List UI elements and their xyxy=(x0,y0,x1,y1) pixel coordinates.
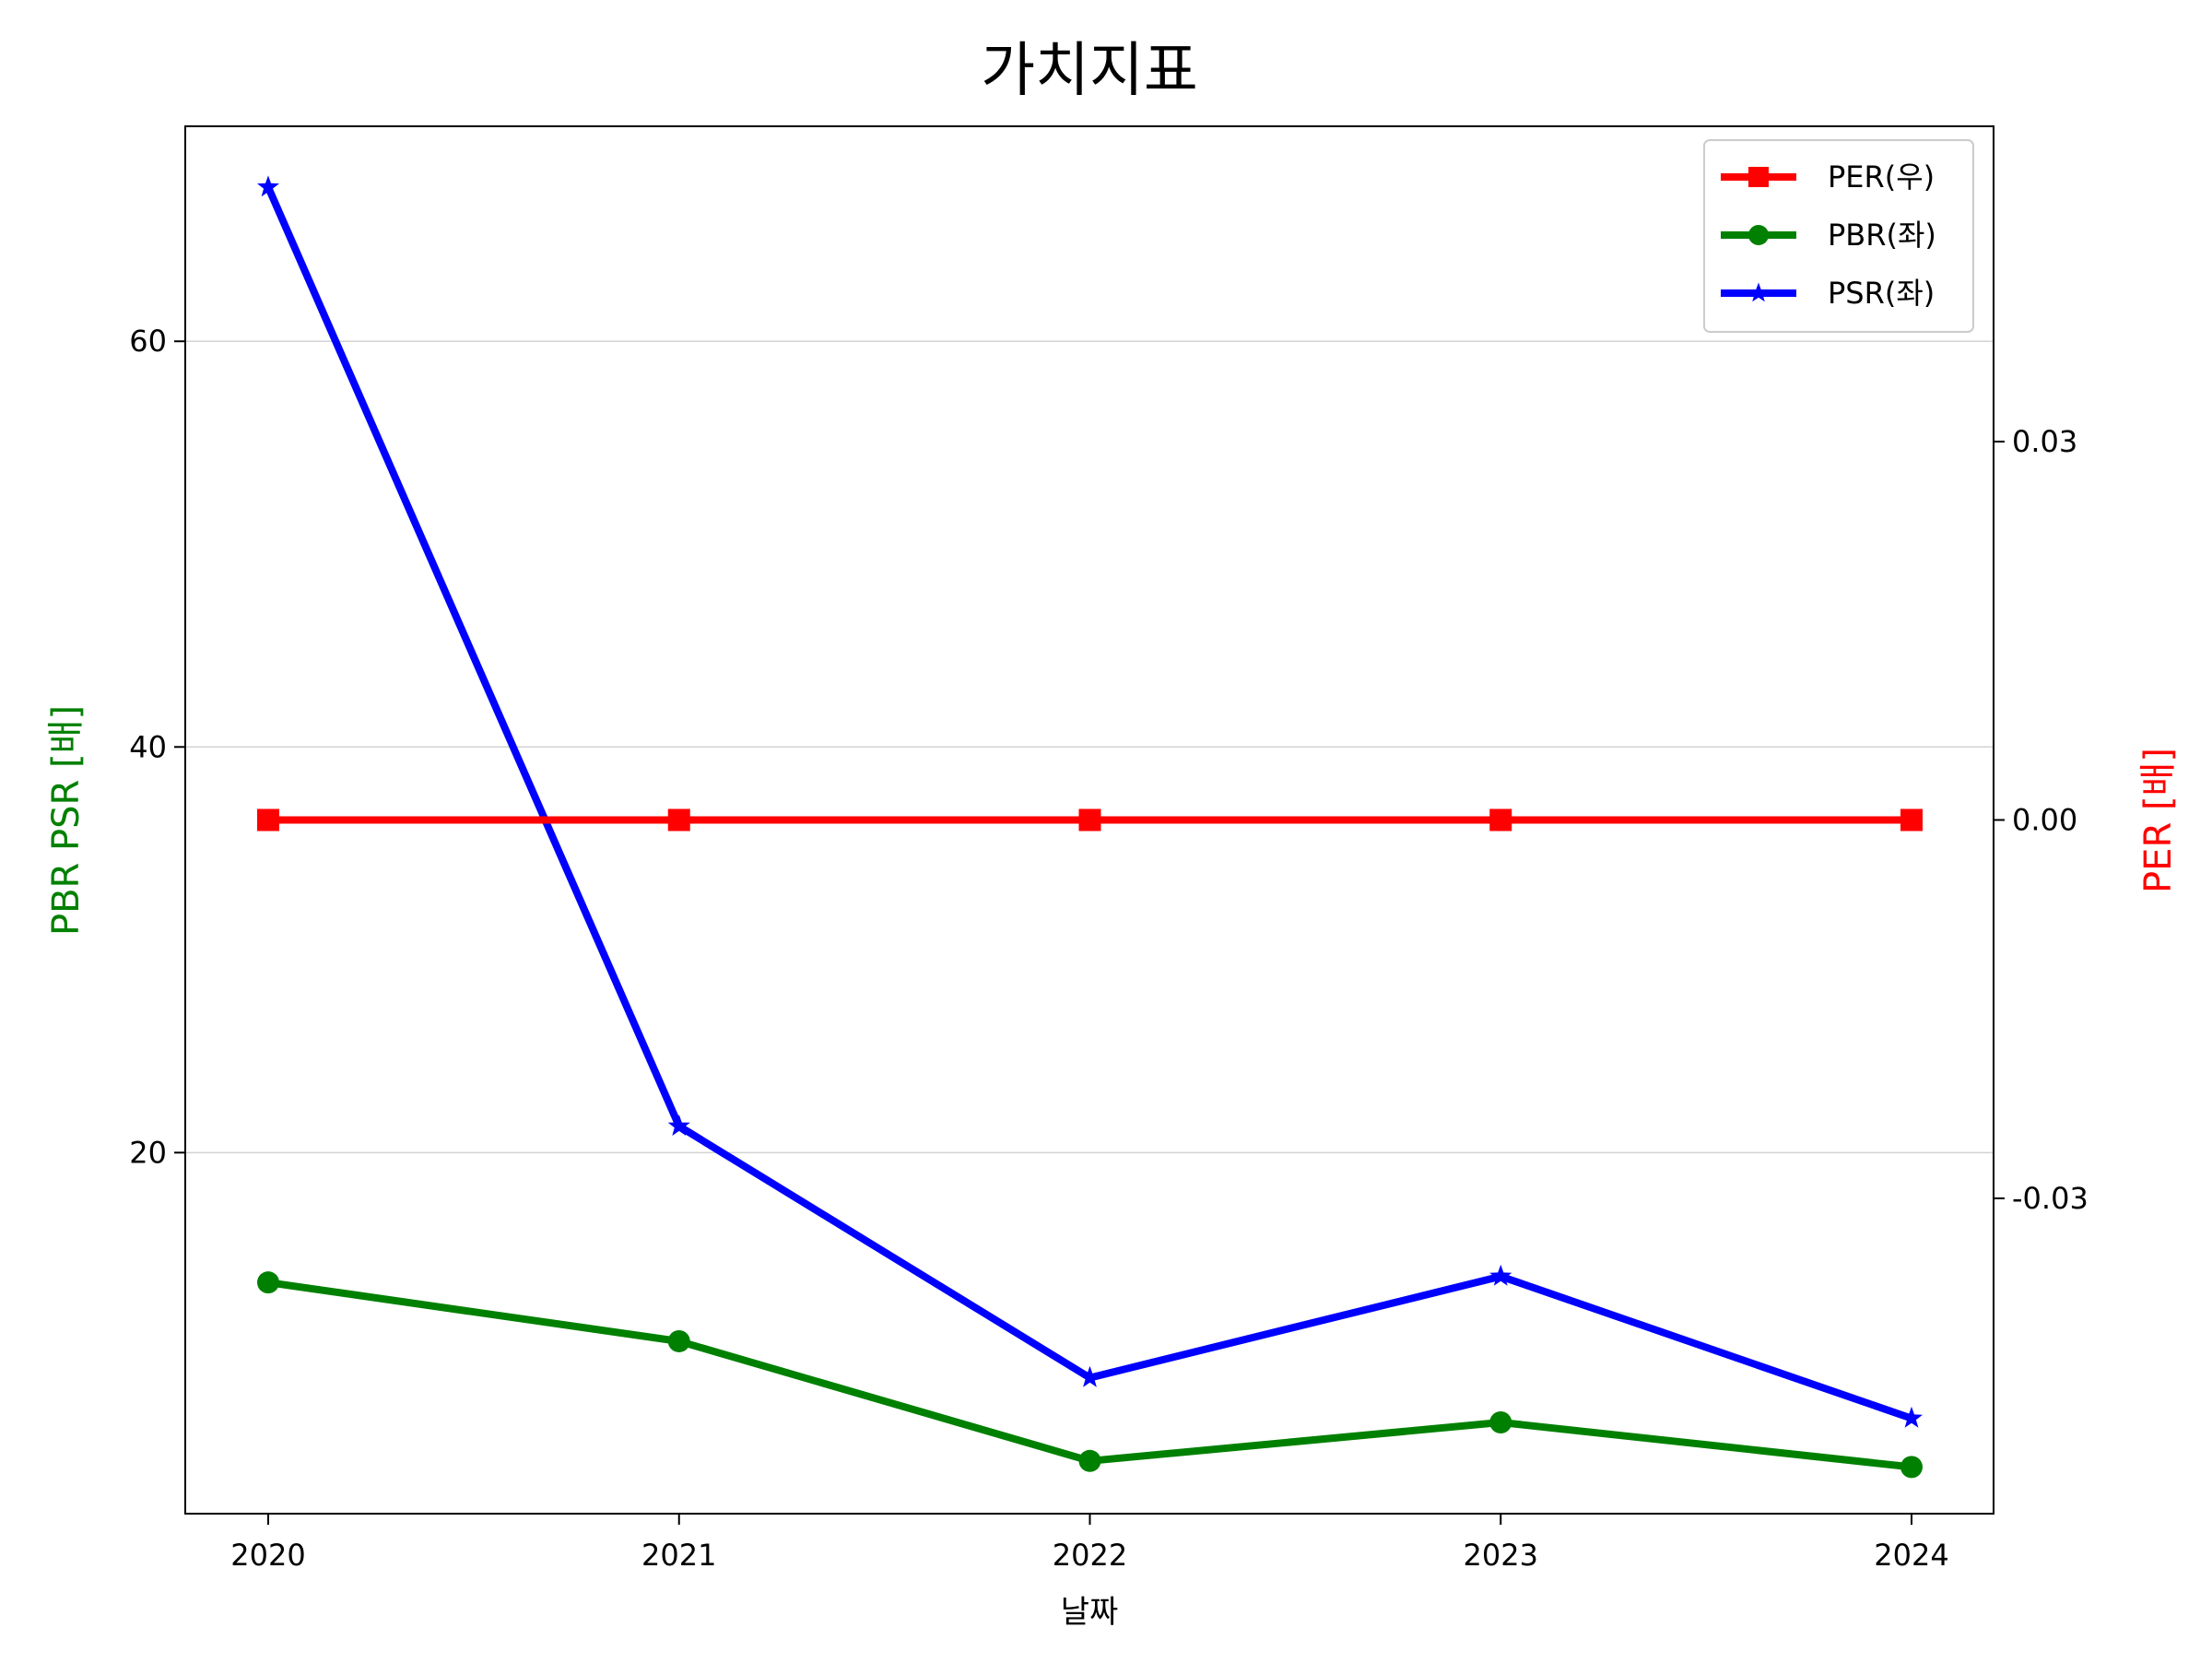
data-point-psr xyxy=(1900,1406,1923,1428)
legend-item-pbr: PBR(좌) xyxy=(1721,218,1936,253)
grid-layer xyxy=(185,340,1994,1154)
left-y-tick-label: 40 xyxy=(129,729,167,764)
x-tick-label: 2021 xyxy=(641,1538,716,1573)
legend-swatch-marker xyxy=(1748,225,1769,245)
data-point-psr xyxy=(1489,1264,1512,1286)
legend-swatch-marker xyxy=(1748,282,1769,302)
legend-item-psr: PSR(좌) xyxy=(1721,276,1935,311)
legend-label: PSR(좌) xyxy=(1828,276,1935,311)
x-tick-label: 2024 xyxy=(1874,1538,1948,1573)
right-y-tick-label: 0.00 xyxy=(2012,803,2077,838)
data-point-psr xyxy=(257,175,279,197)
series-per xyxy=(257,808,1923,832)
series-psr xyxy=(257,175,1923,1428)
legend-label: PBR(좌) xyxy=(1828,218,1936,253)
data-point-pbr xyxy=(1489,1410,1512,1433)
data-point-per xyxy=(1489,808,1512,832)
data-point-pbr xyxy=(1078,1449,1101,1472)
data-point-psr xyxy=(1078,1365,1101,1387)
data-point-psr xyxy=(667,1115,690,1136)
data-point-per xyxy=(667,808,690,832)
x-axis-label: 날짜 xyxy=(1061,1594,1119,1631)
data-point-per xyxy=(1900,808,1923,832)
x-tick-label: 2020 xyxy=(230,1538,305,1573)
axes-layer: 20 40 60 -0.03 0.00 0.03 2020 2021 2022 2023 2024 xyxy=(129,324,2088,1573)
right-y-tick-label: 0.03 xyxy=(2012,424,2077,459)
x-tick-label: 2022 xyxy=(1053,1538,1127,1573)
left-y-axis-label: PBR PSR [배] xyxy=(45,705,88,936)
legend-swatch-marker xyxy=(1748,167,1769,187)
legend-item-per: PER(우) xyxy=(1721,159,1935,195)
series-pbr xyxy=(257,1271,1923,1479)
left-y-tick-label: 60 xyxy=(129,324,167,359)
legend-box xyxy=(1703,139,1974,333)
series-layer xyxy=(257,175,1923,1479)
data-point-pbr xyxy=(667,1329,690,1352)
right-y-tick-label: -0.03 xyxy=(2012,1181,2088,1216)
chart-title: 가치지표 xyxy=(981,37,1198,105)
data-point-pbr xyxy=(1900,1456,1923,1479)
data-point-per xyxy=(1078,808,1101,832)
left-y-tick-label: 20 xyxy=(129,1135,167,1170)
legend-label: PER(우) xyxy=(1828,159,1935,195)
legend: PER(우) PBR(좌) PSR(좌) xyxy=(1703,139,1974,333)
x-tick-label: 2023 xyxy=(1464,1538,1538,1573)
data-point-per xyxy=(257,808,279,832)
data-point-pbr xyxy=(257,1271,279,1294)
right-y-axis-label: PER [배] xyxy=(2137,748,2180,893)
